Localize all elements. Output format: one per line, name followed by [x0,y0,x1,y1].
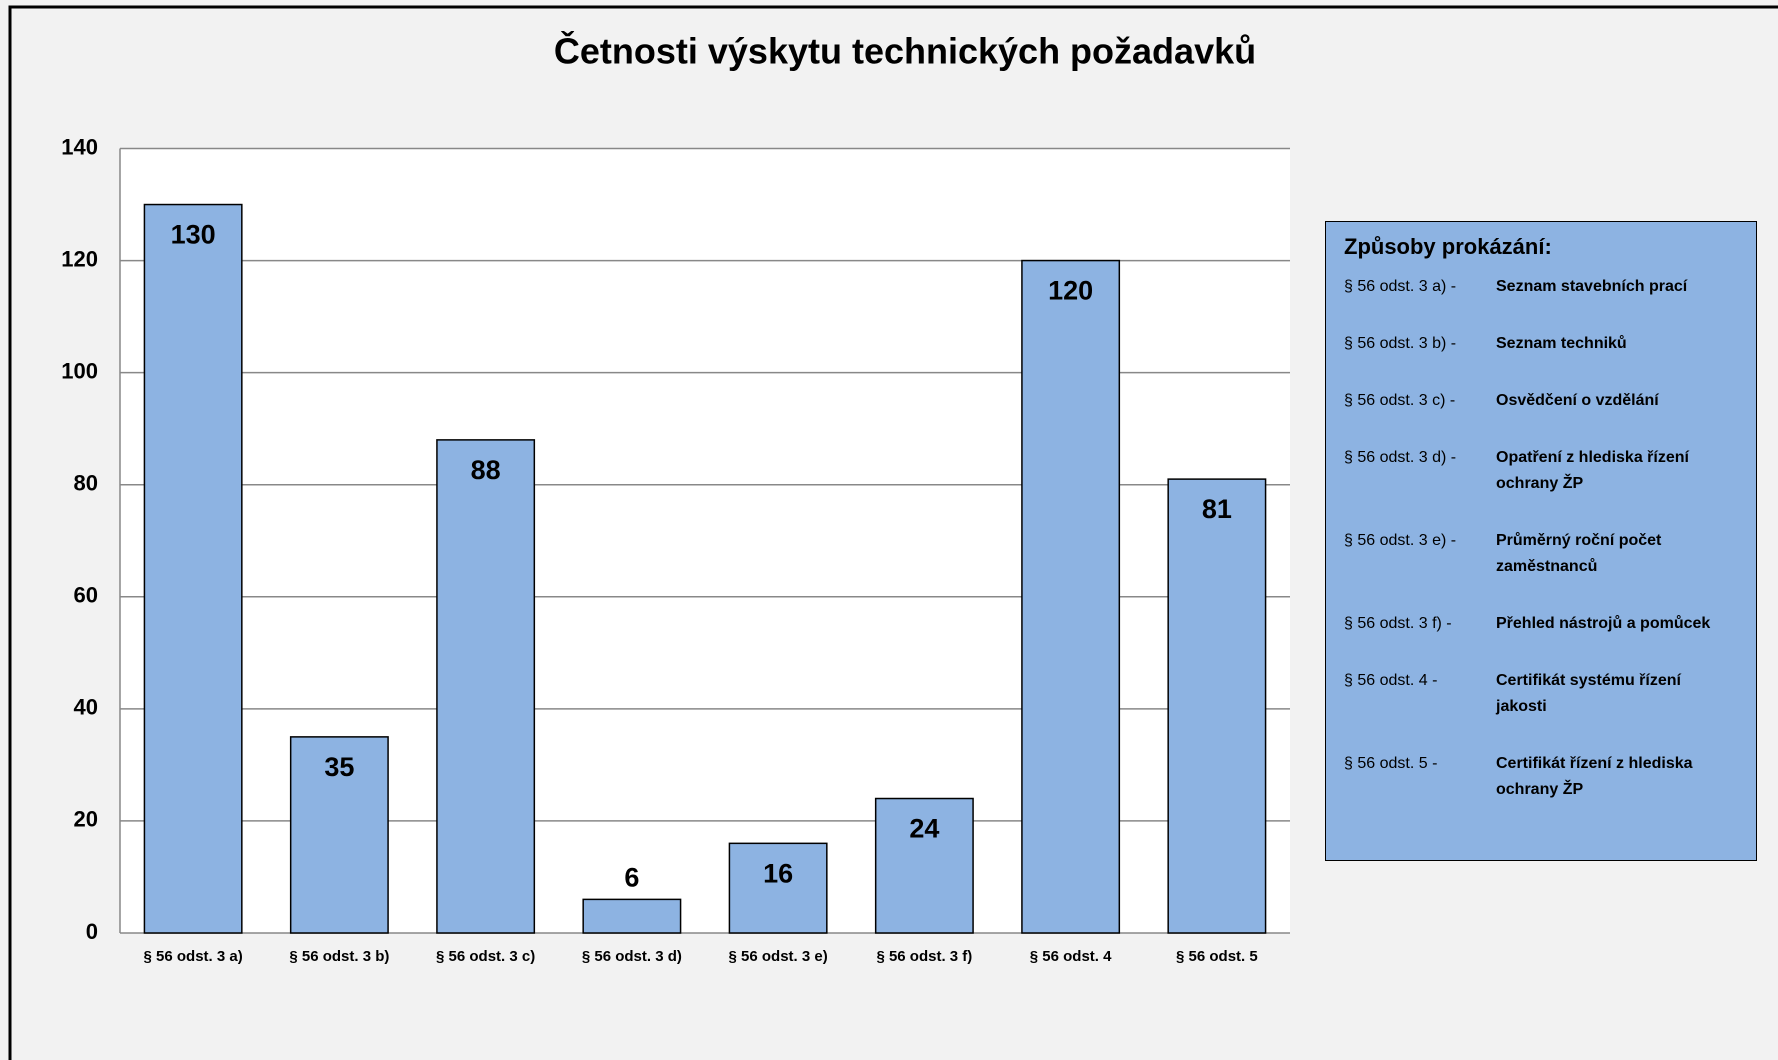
bar [289,736,389,934]
legend-text: Opatření z hlediska řízení ochrany ŽP [1496,449,1689,492]
value-label: 16 [763,858,793,888]
x-tick-label: § 56 odst. 4 [1030,948,1112,965]
y-tick-label: 140 [61,134,98,159]
bar [143,203,243,934]
x-tick-label: § 56 odst. 3 a) [144,948,243,965]
bar [1167,478,1267,934]
legend-text: Seznam stavebních prací [1496,278,1688,295]
legend-item: § 56 odst. 5 - Certifikát řízení z hledis… [1344,751,1738,803]
x-tick-label: § 56 odst. 3 c) [436,948,535,965]
x-tick-label: § 56 odst. 3 f) [876,948,972,965]
legend-text: Certifikát systému řízení jakosti [1496,672,1681,715]
bar [728,842,828,934]
legend-item: § 56 odst. 3 f) - Přehled nástrojů a pomů… [1344,611,1738,637]
legend-code: § 56 odst. 3 f) - [1344,615,1452,632]
value-label: 35 [324,752,354,782]
value-label: 130 [171,220,216,250]
legend-text: Certifikát řízení z hlediska ochrany ŽP [1496,755,1693,798]
legend-code: § 56 odst. 3 d) - [1344,449,1457,466]
bar [874,797,974,934]
legend-text: Seznam techniků [1496,335,1627,352]
legend-item: § 56 odst. 4 - Certifikát systému řízení … [1344,668,1738,720]
legend-item: § 56 odst. 3 d) - Opatření z hlediska říz… [1344,445,1738,497]
legend-code: § 56 odst. 4 - [1344,672,1438,689]
y-tick-label: 120 [61,246,98,271]
value-label: 120 [1048,276,1093,306]
legend-code: § 56 odst. 3 e) - [1344,532,1457,549]
y-tick-label: 20 [74,807,98,832]
y-tick-label: 100 [61,358,98,383]
legend-item: § 56 odst. 3 b) - Seznam techniků [1344,331,1738,357]
legend-title: Způsoby prokázání: [1344,234,1552,259]
legend-text: Průměrný roční počet zaměstnanců [1496,532,1662,575]
legend-code: § 56 odst. 3 c) - [1344,392,1456,409]
value-label: 24 [909,814,939,844]
x-tick-label: § 56 odst. 5 [1176,948,1258,965]
legend-item: § 56 odst. 3 a) - Seznam stavebních prací [1344,274,1738,300]
bar [436,439,536,934]
bar [582,898,682,934]
value-label: 6 [624,863,639,893]
legend-code: § 56 odst. 3 a) - [1344,278,1457,295]
bar [1021,259,1121,934]
x-tick-label: § 56 odst. 3 d) [582,948,682,965]
y-tick-label: 0 [86,919,98,944]
chart-title: Četnosti výskytu technických požadavků [554,30,1256,72]
legend-text: Přehled nástrojů a pomůcek [1496,615,1711,632]
x-tick-label: § 56 odst. 3 e) [729,948,828,965]
legend-code: § 56 odst. 3 b) - [1344,335,1457,352]
legend-item: § 56 odst. 3 c) - Osvědčení o vzdělání [1344,388,1738,414]
x-tick-label: § 56 odst. 3 b) [289,948,389,965]
y-tick-label: 60 [74,583,98,608]
legend-text: Osvědčení o vzdělání [1496,392,1659,409]
legend-code: § 56 odst. 5 - [1344,755,1438,772]
legend: Způsoby prokázání: § 56 odst. 3 a) - Sezn… [1325,221,1757,861]
legend-item: § 56 odst. 3 e) - Průměrný roční počet za… [1344,528,1738,580]
y-tick-label: 40 [74,695,98,720]
y-tick-label: 80 [74,471,98,496]
value-label: 81 [1202,494,1232,524]
value-label: 88 [471,455,501,485]
